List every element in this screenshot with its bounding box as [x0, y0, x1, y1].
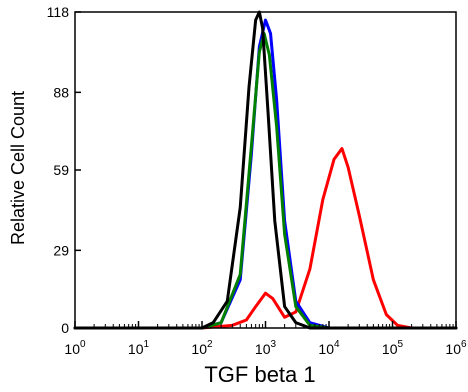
- x-tick-label: 101: [128, 339, 150, 357]
- x-tick-label: 106: [445, 339, 467, 357]
- series-line-1: [73, 147, 458, 330]
- x-tick-label: 102: [191, 339, 213, 357]
- axes: [74, 11, 457, 329]
- y-tick-label: 88: [53, 84, 69, 100]
- y-axis-label: Relative Cell Count: [8, 91, 28, 245]
- y-tick-label: 59: [53, 162, 69, 178]
- y-tick-label: 29: [53, 242, 69, 258]
- x-tick-label: 105: [382, 339, 404, 357]
- x-tick-label: 100: [64, 339, 86, 357]
- y-tick-label: 118: [47, 4, 70, 20]
- x-tick-label: 103: [255, 339, 277, 357]
- x-axis-label: TGF beta 1: [204, 362, 315, 387]
- series-line-3: [73, 31, 458, 330]
- series-lines: [73, 10, 458, 330]
- x-tick-label: 104: [318, 339, 340, 357]
- series-line-4: [73, 10, 458, 330]
- y-tick-label: 0: [61, 320, 69, 336]
- tick-labels: 0 29 59 88 118 100 101 102 103 104 105 106: [47, 4, 467, 357]
